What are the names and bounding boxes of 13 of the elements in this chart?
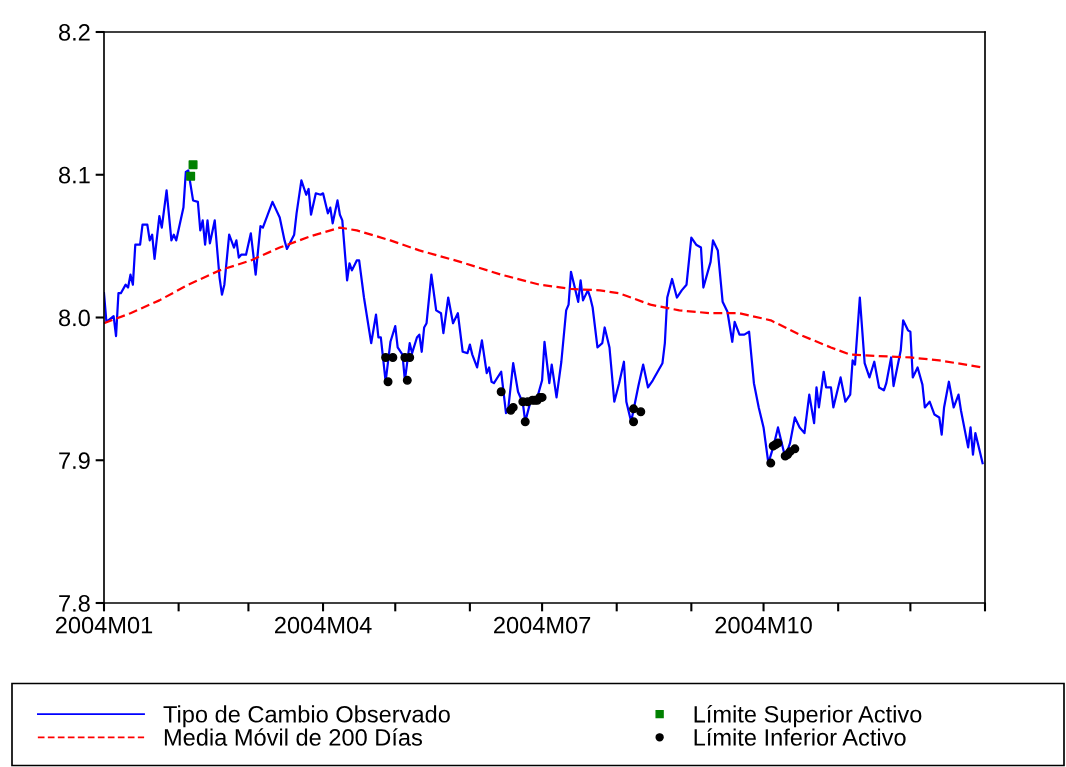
x-tick-label: 2004M07 bbox=[494, 616, 591, 634]
x-tick-label: 2004M01 bbox=[55, 616, 153, 634]
y-tick-label: 7.9 bbox=[59, 452, 90, 470]
legend-label: Tipo de Cambio Observado bbox=[163, 705, 450, 728]
x-tick-label: 2004M04 bbox=[275, 616, 372, 634]
legend-label: Límite Inferior Activo bbox=[694, 728, 906, 746]
legend-label: Límite Superior Activo bbox=[694, 704, 922, 728]
x-tick-label: 2004M10 bbox=[715, 616, 812, 634]
y-tick-label: 8.1 bbox=[59, 166, 90, 184]
y-tick-label: 7.8 bbox=[59, 595, 90, 612]
y-tick-label: 8.2 bbox=[59, 24, 90, 41]
y-tick-label: 8.0 bbox=[59, 309, 90, 327]
legend-label: Media Móvil de 200 Días bbox=[164, 728, 422, 746]
